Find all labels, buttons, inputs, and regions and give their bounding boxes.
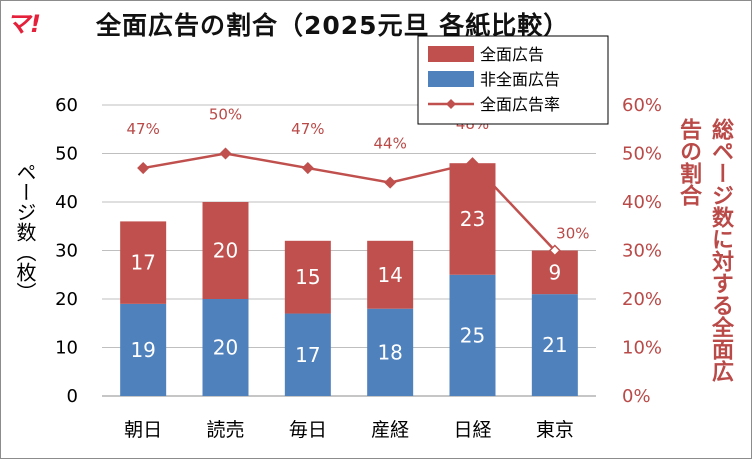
y-right-tick-label: 0% — [622, 386, 651, 407]
legend-swatch-marker — [446, 99, 456, 109]
bar-value-label: 23 — [460, 207, 485, 231]
y-right-tick-label: 60% — [622, 95, 662, 116]
bar-value-label: 20 — [213, 336, 238, 360]
bars: 19 17 20 20 17 15 18 14 25 23 21 9 — [120, 163, 578, 396]
rate-line: 47%50%47%44%48%30% — [126, 106, 590, 257]
rate-label: 44% — [373, 135, 406, 153]
bar-full-page-ad — [367, 240, 414, 309]
x-category-label: 東京 — [536, 419, 574, 441]
brand-logo: マ! — [6, 10, 41, 38]
bar-full-page-ad — [284, 240, 331, 314]
bar-value-label: 18 — [377, 340, 402, 364]
x-category-label: 毎日 — [289, 419, 327, 441]
legend-label: 全面広告 — [480, 45, 544, 64]
rate-marker — [384, 176, 397, 189]
rate-polyline — [142, 152, 556, 252]
bar-full-page-ad — [202, 202, 249, 299]
legend-label: 非全面広告 — [480, 70, 560, 89]
bar-non-ad — [202, 299, 249, 396]
right-axis-ticks: 0% 10% 20% 30% 40% 50% 60% — [622, 95, 662, 407]
bar-full-page-ad — [120, 221, 167, 304]
y-right-tick-label: 50% — [622, 144, 662, 165]
rate-marker — [548, 244, 561, 257]
legend-swatch — [428, 71, 474, 87]
bar-value-label: 20 — [213, 239, 238, 263]
rate-label: 50% — [209, 106, 242, 124]
bar-value-label: 15 — [295, 265, 320, 289]
rate-marker — [301, 161, 314, 175]
rate-label: 47% — [291, 120, 324, 138]
y-right-tick-label: 10% — [622, 338, 662, 359]
bar-value-label: 17 — [295, 343, 320, 367]
bar-non-ad — [284, 313, 331, 396]
bar-value-label: 9 — [548, 260, 561, 284]
y-right-tick-label: 20% — [622, 289, 662, 310]
rate-marker — [219, 147, 232, 160]
y-tick-label: 0 — [67, 386, 78, 407]
rate-marker — [466, 157, 479, 170]
gridlines — [102, 104, 596, 397]
y-tick-label: 20 — [55, 289, 78, 310]
x-category-label: 日経 — [453, 419, 491, 441]
bar-value-label: 19 — [130, 338, 155, 362]
chart-title: 全面広告の割合（2025元旦 各紙比較） — [96, 11, 570, 40]
y-tick-label: 30 — [55, 241, 78, 262]
y-tick-label: 50 — [55, 144, 78, 165]
category-labels: 朝日 読売 毎日 産経 日経 東京 — [124, 419, 574, 441]
legend-swatch — [428, 46, 474, 62]
y-tick-label: 60 — [55, 95, 78, 116]
rate-label: 47% — [126, 120, 159, 138]
bar-full-page-ad — [531, 250, 578, 295]
x-category-label: 朝日 — [124, 419, 162, 441]
bar-non-ad — [120, 303, 167, 396]
y-right-tick-label: 30% — [622, 241, 662, 262]
legend-label: 全面広告率 — [480, 95, 560, 114]
bar-full-page-ad — [449, 163, 496, 275]
rate-label: 30% — [556, 225, 589, 243]
y-axis-label-right: 総ページ数に対する全面広告の割合 — [676, 118, 733, 382]
bar-non-ad — [531, 294, 578, 396]
left-axis-ticks: 0 10 20 30 40 50 60 — [55, 95, 78, 407]
bar-non-ad — [367, 308, 414, 396]
bar-value-label: 14 — [377, 263, 402, 287]
bar-non-ad — [449, 274, 496, 396]
y-tick-label: 10 — [55, 338, 78, 359]
bar-value-label: 25 — [460, 323, 485, 347]
bar-value-label: 17 — [130, 251, 155, 275]
y-right-tick-label: 40% — [622, 192, 662, 213]
bar-value-label: 21 — [542, 333, 567, 357]
x-category-label: 産経 — [371, 419, 409, 441]
rate-marker — [137, 161, 150, 175]
x-category-label: 読売 — [206, 419, 244, 441]
y-tick-label: 40 — [55, 192, 78, 213]
y-axis-label-left: ページ数（枚） — [13, 162, 37, 302]
